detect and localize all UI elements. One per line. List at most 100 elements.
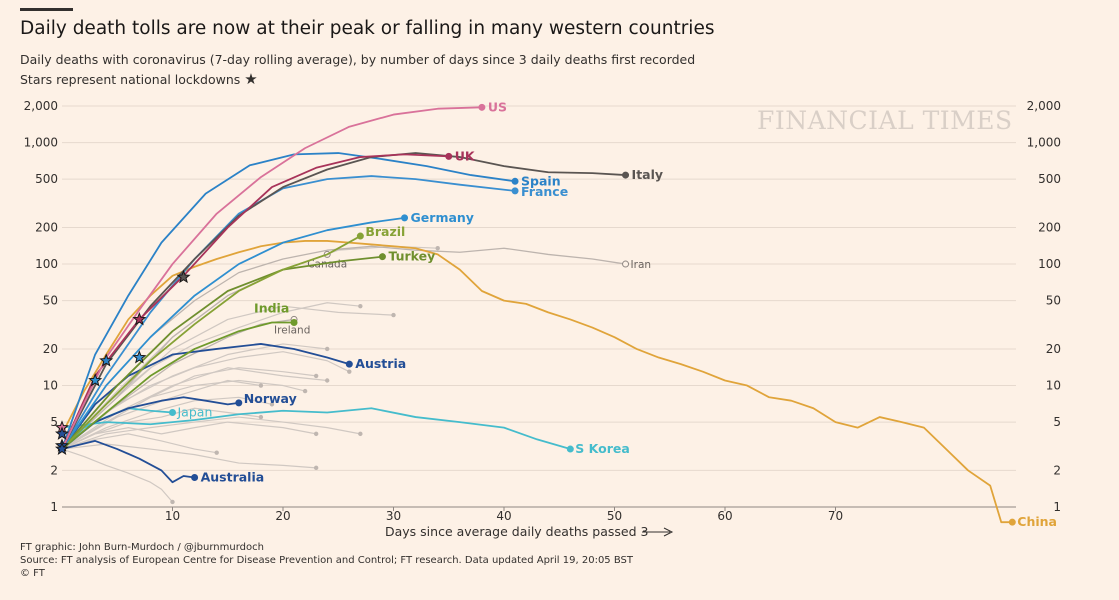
series-line-france — [61, 175, 516, 450]
star-icon: ★ — [244, 70, 258, 88]
y-tick-label-left: 5 — [50, 415, 58, 429]
lockdown-star-france — [132, 350, 147, 364]
series-endpoint-france — [511, 187, 519, 195]
series-line-s-korea — [61, 407, 572, 450]
background-country-endpoint — [313, 465, 319, 471]
y-tick-label-left: 100 — [35, 257, 58, 271]
x-tick-label: 30 — [386, 509, 401, 523]
series-line-spain — [61, 152, 516, 450]
series-endpoint-brazil — [356, 232, 364, 240]
background-country-endpoint — [325, 378, 330, 383]
background-country-endpoint — [258, 383, 264, 388]
series-label-norway: Norway — [244, 391, 297, 406]
series-label-australia: Australia — [201, 469, 265, 484]
y-tick-label-right: 2,000 — [1027, 99, 1061, 113]
series-endpoint-iran — [622, 260, 630, 268]
series-label-france: France — [521, 184, 568, 199]
y-tick-label-left: 20 — [43, 342, 58, 356]
x-axis-label: Days since average daily deaths passed 3 — [385, 524, 648, 539]
series-label-iran: Iran — [631, 259, 652, 271]
x-tick-label: 10 — [165, 509, 180, 523]
series-line-china — [61, 240, 1014, 524]
footer-copyright: © FT — [20, 568, 45, 579]
x-axis-arrow-head — [663, 527, 674, 537]
series-endpoint-turkey — [378, 253, 386, 261]
series-endpoint-us — [478, 103, 486, 111]
y-tick-label-right: 5 — [1053, 415, 1061, 429]
background-country-endpoint — [302, 388, 308, 394]
series-label-turkey: Turkey — [388, 249, 435, 264]
background-country-line — [61, 396, 273, 450]
series-line-iran — [61, 245, 627, 450]
y-tick-label-right: 20 — [1046, 342, 1061, 356]
series-label-india: India — [254, 301, 289, 316]
y-tick-label-right: 500 — [1038, 172, 1061, 186]
series-line-uk — [61, 153, 450, 450]
lockdown-star-uk — [132, 312, 147, 326]
series-line-norway — [61, 396, 240, 450]
ft-watermark: FINANCIAL TIMES — [757, 106, 1013, 135]
series-line-turkey — [61, 255, 384, 450]
x-tick-label: 20 — [275, 509, 290, 523]
series-endpoint-japan — [169, 408, 176, 416]
series-line-brazil — [61, 235, 362, 450]
background-country-line — [61, 433, 217, 454]
background-country-endpoint — [435, 246, 440, 251]
background-country-endpoint — [325, 346, 330, 352]
series-label-italy: Italy — [632, 167, 664, 182]
x-tick-label: 40 — [496, 509, 511, 523]
series-label-s-korea: S Korea — [575, 441, 630, 456]
background-country-endpoint — [358, 431, 363, 437]
background-country-endpoint — [170, 499, 175, 505]
lockdown-star-spain — [99, 353, 114, 367]
series-endpoint-austria — [345, 360, 353, 368]
series-label-uk: UK — [455, 148, 476, 163]
series-label-spain: Spain — [521, 173, 561, 188]
background-country-endpoint — [313, 373, 319, 379]
series-label-china: China — [1017, 514, 1057, 529]
series-line-germany — [61, 216, 406, 450]
lockdown-star-germany — [88, 373, 103, 387]
y-tick-label-left: 50 — [43, 294, 58, 308]
background-country-endpoint — [391, 312, 396, 318]
y-tick-label-left: 1,000 — [24, 136, 58, 150]
background-country-line — [61, 379, 261, 450]
series-line-italy — [61, 152, 627, 450]
y-tick-label-right: 200 — [1038, 220, 1061, 234]
background-country-endpoint — [258, 414, 264, 420]
background-country-line — [61, 421, 317, 450]
lockdown-note: Stars represent national lockdowns ★ — [20, 70, 258, 88]
footer-source: Source: FT analysis of European Centre f… — [20, 555, 633, 566]
series-endpoint-india — [290, 319, 298, 327]
x-tick-label: 70 — [828, 509, 843, 523]
y-tick-label-right: 1 — [1053, 500, 1061, 514]
series-line-us — [61, 106, 483, 450]
series-label-japan: Japan — [177, 404, 213, 419]
background-country-endpoint — [313, 431, 319, 437]
y-tick-label-left: 200 — [35, 220, 58, 234]
series-endpoint-spain — [511, 177, 519, 185]
series-line-india — [61, 321, 295, 450]
series-endpoint-australia — [191, 473, 199, 481]
series-label-brazil: Brazil — [365, 224, 405, 239]
x-tick-label: 60 — [717, 509, 732, 523]
y-tick-label-left: 10 — [43, 379, 58, 393]
y-tick-label-right: 2 — [1053, 463, 1061, 477]
y-tick-label-left: 2,000 — [24, 99, 58, 113]
series-endpoint-norway — [235, 399, 243, 407]
background-country-line — [61, 367, 328, 450]
chart-subtitle: Daily deaths with coronavirus (7-day rol… — [20, 52, 696, 67]
lockdown-star-austria — [54, 426, 70, 440]
lockdown-note-text: Stars represent national lockdowns — [20, 72, 241, 87]
y-tick-label-right: 1,000 — [1027, 136, 1061, 150]
series-endpoint-s-korea — [566, 445, 574, 453]
y-tick-label-right: 50 — [1046, 294, 1061, 308]
background-country-endpoint — [269, 402, 275, 407]
lockdown-star-australia — [54, 441, 70, 455]
series-line-austria — [61, 343, 351, 450]
y-tick-label-right: 10 — [1046, 379, 1061, 393]
background-country-line — [61, 448, 173, 503]
ft-top-rule — [20, 8, 73, 11]
series-endpoint-germany — [401, 214, 409, 222]
